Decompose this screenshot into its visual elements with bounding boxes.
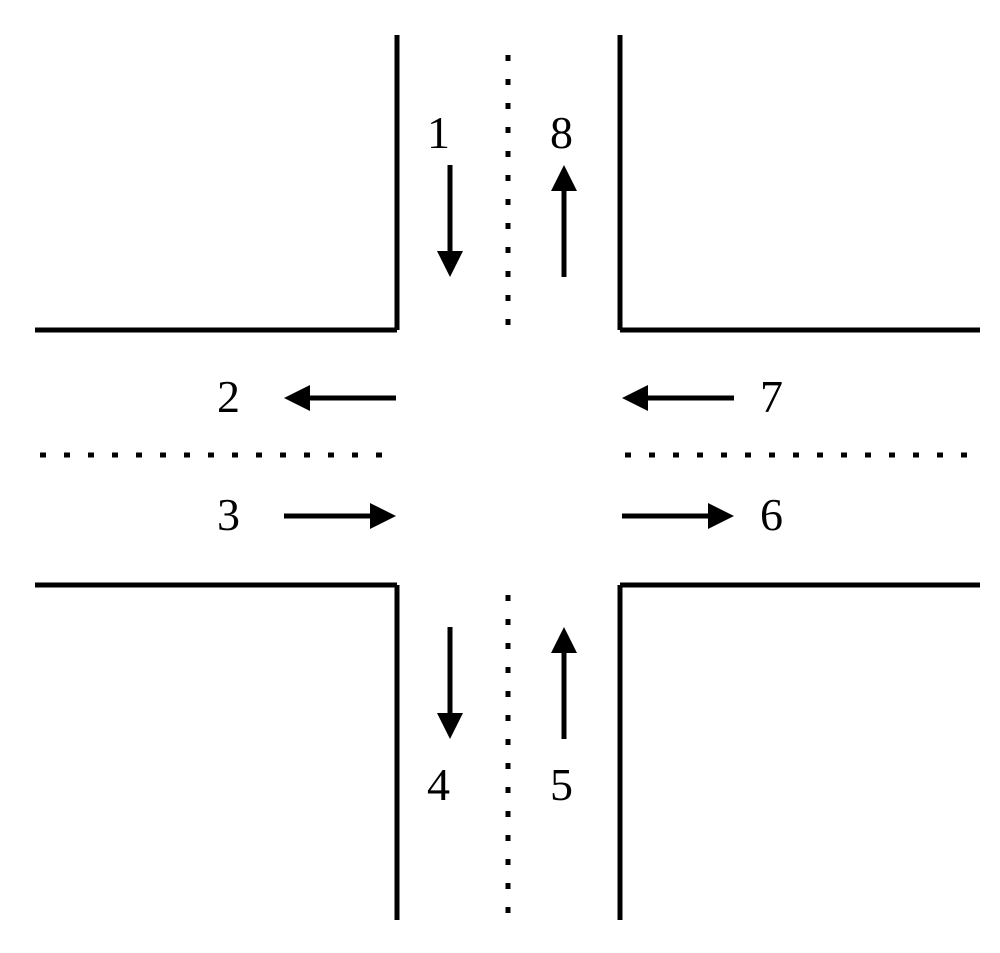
lane-label-1: 1 [427, 107, 450, 158]
lane-label-7: 7 [760, 371, 783, 422]
lane-label-4: 4 [427, 759, 450, 810]
lane-label-6: 6 [760, 489, 783, 540]
intersection-diagram: 1 8 2 3 7 6 4 5 [0, 0, 1000, 953]
lane-label-3: 3 [217, 489, 240, 540]
lane-label-5: 5 [550, 759, 573, 810]
lane-label-8: 8 [550, 107, 573, 158]
lane-label-2: 2 [217, 371, 240, 422]
